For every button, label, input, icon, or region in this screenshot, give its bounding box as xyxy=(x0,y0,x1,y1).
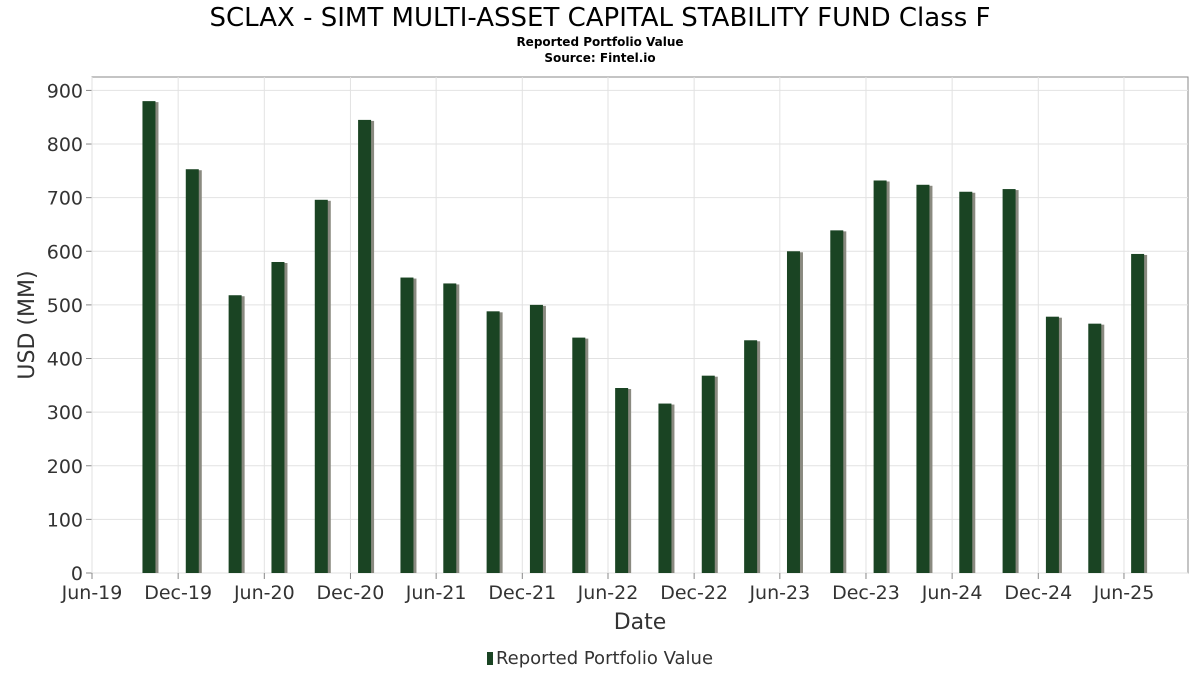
x-tick-label: Dec-23 xyxy=(832,582,900,604)
y-tick-label: 900 xyxy=(47,80,83,102)
bar xyxy=(271,261,285,573)
bar xyxy=(572,337,586,573)
bar xyxy=(873,180,887,573)
bar xyxy=(830,230,844,573)
x-tick-label: Jun-19 xyxy=(61,582,123,604)
bar xyxy=(916,184,930,573)
bar xyxy=(1045,316,1059,573)
bar xyxy=(701,375,715,573)
x-tick-label: Dec-21 xyxy=(488,582,556,604)
bar xyxy=(185,169,199,573)
y-axis-label: USD (MM) xyxy=(15,270,40,379)
bar xyxy=(786,251,800,573)
x-tick-label: Jun-25 xyxy=(1093,582,1155,604)
legend-swatch xyxy=(486,652,493,665)
y-tick-label: 500 xyxy=(47,295,83,317)
y-tick-label: 400 xyxy=(47,349,83,371)
y-tick-label: 0 xyxy=(71,563,83,585)
bar xyxy=(228,295,242,573)
x-tick-label: Dec-20 xyxy=(317,582,385,604)
legend: Reported Portfolio Value xyxy=(0,647,1200,671)
y-tick-label: 100 xyxy=(47,509,83,531)
bar xyxy=(1088,323,1102,573)
bar xyxy=(486,311,500,573)
y-tick-label: 800 xyxy=(47,134,83,156)
chart-source: Source: Fintel.io xyxy=(544,51,656,65)
bar xyxy=(314,199,328,573)
bar xyxy=(1131,253,1145,573)
chart-title: SCLAX - SIMT MULTI-ASSET CAPITAL STABILI… xyxy=(209,3,991,33)
x-tick-label: Jun-20 xyxy=(233,582,295,604)
plot-area xyxy=(91,76,1189,574)
bar xyxy=(400,277,414,573)
bar xyxy=(443,283,457,573)
bar xyxy=(744,340,758,573)
x-tick-label: Dec-19 xyxy=(144,582,212,604)
y-tick-label: 600 xyxy=(47,241,83,263)
x-tick-label: Jun-24 xyxy=(921,582,983,604)
bar xyxy=(658,403,672,573)
y-tick-label: 700 xyxy=(47,188,83,210)
x-tick-label: Jun-23 xyxy=(748,582,810,604)
legend-label: Reported Portfolio Value xyxy=(495,648,714,669)
x-tick-label: Dec-24 xyxy=(1004,582,1072,604)
bar xyxy=(959,191,973,573)
bar xyxy=(615,388,629,573)
x-tick-label: Dec-22 xyxy=(660,582,728,604)
x-tick-label: Jun-22 xyxy=(577,582,639,604)
y-tick-label: 200 xyxy=(47,456,83,478)
bar xyxy=(358,119,372,573)
y-tick-label: 300 xyxy=(47,402,83,424)
bar xyxy=(1002,189,1016,573)
bar xyxy=(142,101,156,573)
x-axis-label: Date xyxy=(614,610,667,635)
x-tick-label: Jun-21 xyxy=(405,582,467,604)
chart-subtitle: Reported Portfolio Value xyxy=(516,35,684,49)
bar xyxy=(529,304,543,573)
